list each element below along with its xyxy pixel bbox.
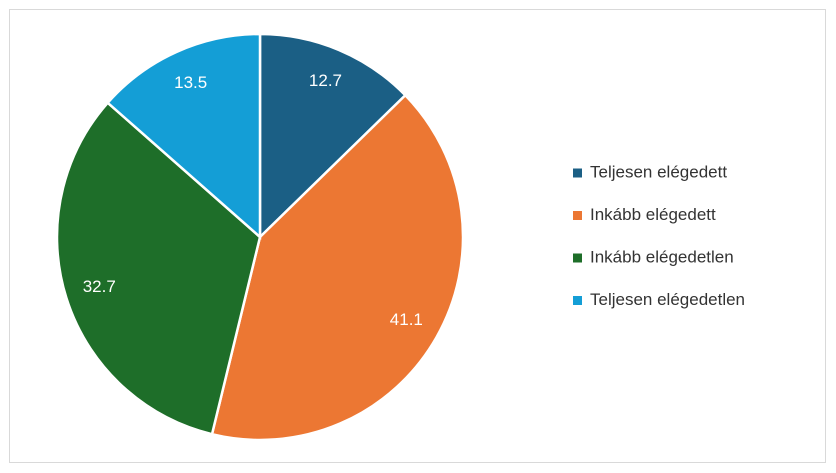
- data-label: 32.7: [83, 277, 116, 296]
- pie-slice: [55, 100, 262, 436]
- legend-label: Inkább elégedetlen: [590, 247, 734, 266]
- legend-swatch: [573, 253, 582, 263]
- pie-slice: [105, 32, 262, 240]
- legend-label: Teljesen elégedetlen: [590, 290, 745, 309]
- legend-swatch: [573, 168, 582, 178]
- legend-swatch: [573, 211, 582, 220]
- pie-slice: [258, 32, 408, 240]
- data-label: 12.7: [309, 71, 342, 90]
- data-label: 41.1: [390, 310, 423, 329]
- legend-label: Inkább elégedett: [590, 205, 716, 224]
- pie-slice: [210, 93, 465, 442]
- legend-label: Teljesen elégedett: [590, 162, 727, 181]
- legend-swatch: [573, 296, 582, 305]
- data-label: 13.5: [174, 73, 207, 92]
